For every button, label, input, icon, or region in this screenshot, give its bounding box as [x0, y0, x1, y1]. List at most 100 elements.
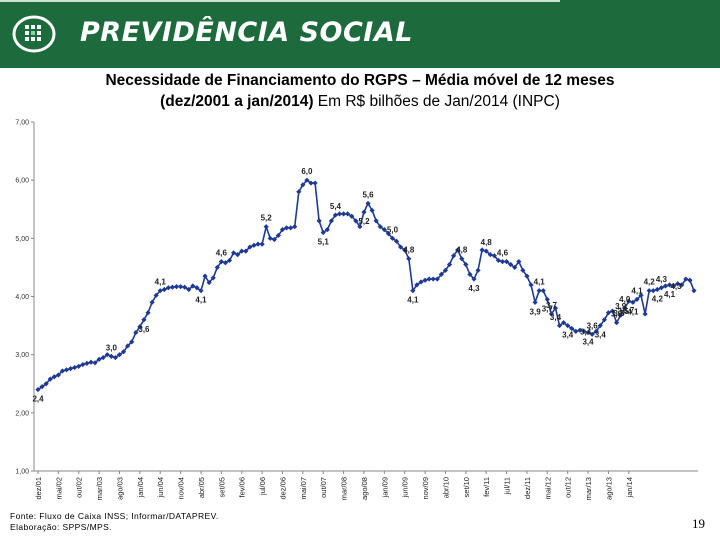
data-label: 3,4 — [562, 331, 574, 340]
x-tick-label: set/05 — [217, 477, 226, 497]
data-point — [377, 224, 383, 230]
data-point — [451, 253, 457, 259]
x-tick-label: abr/05 — [197, 477, 206, 498]
data-point — [430, 276, 436, 282]
data-point — [471, 276, 477, 282]
data-point — [328, 218, 334, 224]
data-point — [88, 359, 94, 365]
data-point — [51, 374, 57, 380]
x-tick-label: fev/11 — [482, 477, 491, 497]
data-point — [247, 244, 253, 250]
data-label: 5,1 — [318, 238, 330, 247]
data-label: 3,5 — [618, 307, 630, 316]
data-point — [153, 292, 159, 298]
data-point — [169, 284, 176, 290]
data-point — [589, 331, 595, 337]
data-point — [92, 360, 98, 366]
y-tick-label: 4,00 — [15, 294, 29, 301]
data-point — [536, 288, 542, 294]
data-point — [385, 231, 392, 237]
data-point — [691, 288, 697, 294]
data-point — [275, 232, 281, 239]
data-label: 4,8 — [403, 246, 415, 255]
data-point — [43, 381, 49, 387]
data-point — [618, 312, 624, 318]
data-point — [300, 182, 306, 188]
data-label: 3,6 — [138, 325, 150, 334]
data-point — [613, 320, 620, 326]
x-tick-label: out/12 — [564, 477, 573, 498]
data-label: 3,7 — [623, 306, 635, 315]
data-point — [340, 211, 347, 217]
data-point — [145, 310, 151, 316]
data-label: 3,5 — [613, 309, 625, 318]
data-point — [520, 267, 526, 273]
chart-title-period: (dez/2001 a jan/2014) — [160, 93, 314, 110]
data-point — [47, 376, 53, 382]
y-tick-label: 1,00 — [15, 469, 29, 476]
data-label: 5,0 — [387, 225, 399, 234]
data-point — [540, 288, 546, 294]
data-point — [296, 189, 302, 195]
brand-title: PREVIDÊNCIA SOCIAL — [80, 17, 413, 48]
data-point — [288, 225, 294, 231]
data-point — [389, 235, 396, 241]
data-point — [259, 241, 265, 247]
chart-title-line1: Necessidade de Financiamento do RGPS – M… — [105, 72, 615, 89]
header-strip — [0, 0, 560, 2]
data-label: 4,0 — [619, 295, 631, 304]
data-point — [373, 218, 379, 224]
data-point — [202, 273, 208, 279]
data-point — [100, 354, 106, 361]
data-point — [524, 273, 530, 279]
data-point — [601, 317, 607, 323]
data-point — [178, 284, 184, 290]
data-point — [157, 288, 163, 294]
data-point — [279, 227, 286, 233]
data-point — [626, 298, 632, 304]
data-point — [426, 276, 432, 282]
data-label: 3,4 — [595, 331, 607, 340]
data-point — [361, 209, 367, 215]
data-label: 5,2 — [358, 217, 370, 226]
data-point — [687, 277, 693, 283]
data-label: 4,1 — [195, 296, 207, 305]
data-label: 4,3 — [670, 282, 682, 291]
data-point — [638, 292, 644, 298]
x-tick-label: ago/08 — [360, 477, 369, 500]
data-label: 5,6 — [362, 190, 374, 199]
data-point — [544, 296, 550, 303]
x-tick-label: mai/12 — [543, 477, 552, 500]
y-tick-label: 5,00 — [15, 236, 29, 243]
data-point — [96, 356, 102, 362]
x-tick-label: dez/01 — [34, 477, 43, 500]
data-point — [406, 256, 412, 262]
data-point — [434, 276, 440, 282]
y-tick-label: 7,00 — [15, 120, 29, 127]
data-label: 3,9 — [615, 302, 627, 311]
data-point — [80, 361, 86, 368]
x-tick-label: out/07 — [319, 477, 328, 498]
data-point — [72, 364, 78, 371]
data-point — [312, 180, 318, 186]
data-point — [365, 200, 371, 207]
data-point — [324, 227, 330, 233]
data-point — [561, 320, 567, 326]
data-point — [630, 299, 636, 305]
data-point — [467, 271, 473, 277]
data-label: 3,0 — [106, 343, 118, 352]
data-point — [438, 271, 444, 277]
data-point — [646, 288, 652, 294]
data-point — [63, 367, 70, 373]
data-point — [455, 247, 461, 253]
data-label: 4,1 — [664, 290, 676, 299]
data-point — [76, 363, 82, 369]
data-label: 3,8 — [611, 310, 623, 319]
data-label: 3,4 — [550, 313, 562, 322]
x-tick-label: mai/07 — [299, 477, 308, 500]
chart-title-line2: (dez/2001 a jan/2014) Em R$ bilhões de J… — [160, 93, 560, 110]
data-point — [210, 275, 216, 281]
x-tick-label: ago/13 — [604, 477, 613, 500]
data-label: 3,7 — [542, 304, 554, 313]
data-label: 4,1 — [155, 278, 167, 287]
